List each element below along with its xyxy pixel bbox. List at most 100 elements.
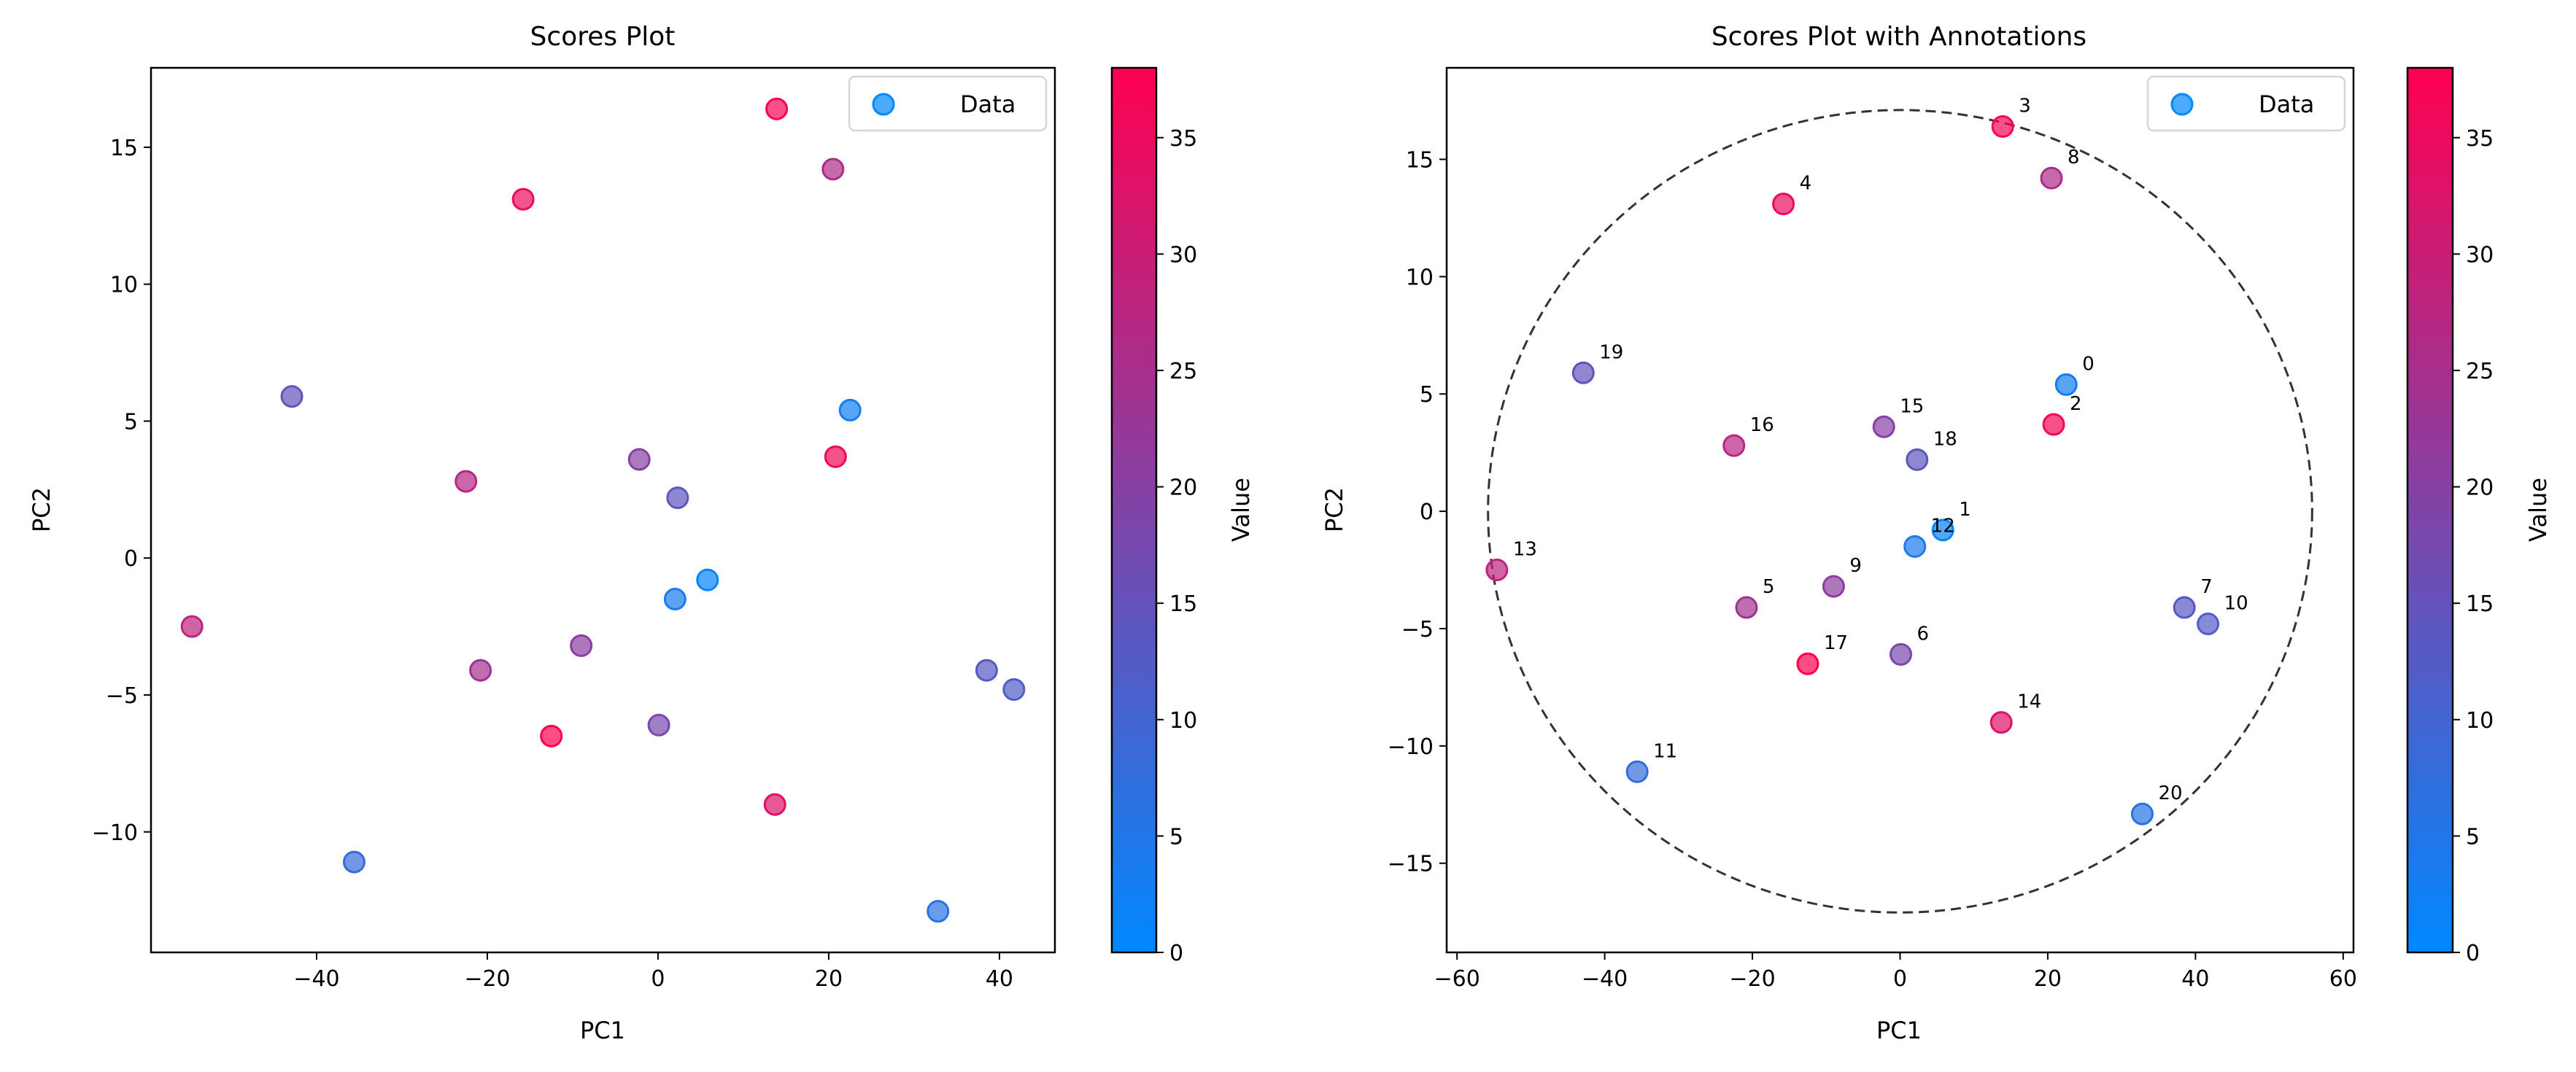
colorbar-tick-label: 25 bbox=[2466, 359, 2494, 384]
data-point bbox=[1903, 535, 1927, 558]
point-annotation: 4 bbox=[1800, 173, 1812, 195]
y-tick-label: 10 bbox=[1406, 265, 1434, 290]
colorbar-tick-label: 5 bbox=[2466, 824, 2480, 850]
y-axis-label: PC2 bbox=[28, 487, 55, 532]
data-point bbox=[540, 724, 563, 747]
point-annotation: 9 bbox=[1849, 555, 1862, 577]
legend-label: Data bbox=[2259, 90, 2314, 118]
data-point bbox=[763, 793, 786, 816]
data-point bbox=[1625, 760, 1649, 783]
point-annotation: 13 bbox=[1513, 539, 1537, 561]
data-point bbox=[765, 97, 789, 120]
colorbar-label: Value bbox=[1227, 478, 1255, 542]
x-tick-label: −40 bbox=[1582, 966, 1628, 992]
data-point bbox=[180, 615, 204, 638]
x-tick-label: −20 bbox=[464, 966, 510, 992]
axes-frame bbox=[1445, 66, 2355, 954]
data-point bbox=[1571, 361, 1595, 384]
y-tick-label: −15 bbox=[1388, 852, 1434, 877]
y-tick-label: 15 bbox=[1406, 147, 1434, 173]
data-point bbox=[1735, 596, 1758, 619]
point-annotation: 5 bbox=[1763, 576, 1775, 598]
y-tick-label: 5 bbox=[1420, 382, 1434, 408]
confidence-ellipse bbox=[1487, 109, 2313, 914]
data-point bbox=[2197, 613, 2220, 636]
data-point bbox=[824, 445, 847, 468]
chart-title: Scores Plot with Annotations bbox=[1711, 22, 2086, 52]
y-tick-label: −10 bbox=[1388, 734, 1434, 760]
x-tick-label: 0 bbox=[651, 966, 665, 992]
colorbar-tick-label: 35 bbox=[1169, 126, 1197, 152]
y-tick-label: −5 bbox=[1401, 617, 1434, 642]
chart-title: Scores Plot bbox=[530, 22, 676, 52]
y-tick-label: 0 bbox=[124, 546, 138, 572]
x-tick-label: −20 bbox=[1729, 966, 1775, 992]
y-tick-label: −10 bbox=[92, 820, 138, 846]
y-tick-label: 0 bbox=[1420, 500, 1434, 525]
legend-label: Data bbox=[960, 90, 1016, 118]
point-annotation: 12 bbox=[1931, 515, 1955, 537]
data-point bbox=[1772, 193, 1795, 216]
point-annotation: 15 bbox=[1900, 395, 1924, 417]
data-point bbox=[1796, 652, 1819, 675]
colorbar-tick-label: 0 bbox=[2466, 941, 2480, 966]
colorbar-tick-label: 20 bbox=[1169, 475, 1197, 501]
point-annotation: 6 bbox=[1917, 623, 1930, 645]
x-axis-label: PC1 bbox=[580, 1017, 625, 1044]
point-annotation: 20 bbox=[2159, 782, 2183, 804]
point-annotation: 19 bbox=[1599, 341, 1623, 363]
point-annotation: 11 bbox=[1653, 740, 1677, 762]
legend-marker bbox=[872, 93, 895, 116]
x-axis-label: PC1 bbox=[1876, 1017, 1922, 1044]
data-point bbox=[1991, 114, 2014, 138]
data-point bbox=[342, 850, 365, 874]
point-annotation: 17 bbox=[1824, 632, 1848, 654]
data-point bbox=[1872, 415, 1895, 438]
data-point bbox=[2173, 596, 2196, 619]
y-tick-label: 15 bbox=[110, 136, 138, 161]
data-point bbox=[1485, 559, 1509, 582]
point-annotation: 0 bbox=[2082, 353, 2095, 375]
point-annotation: 1 bbox=[1959, 499, 1971, 521]
data-point bbox=[1931, 518, 1954, 542]
colorbar-tick-label: 30 bbox=[2466, 242, 2494, 268]
colorbar bbox=[1110, 66, 1158, 954]
data-point bbox=[975, 659, 998, 682]
x-tick-label: −40 bbox=[293, 966, 339, 992]
data-point bbox=[821, 158, 845, 181]
point-annotation: 18 bbox=[1933, 428, 1957, 450]
data-point bbox=[511, 187, 535, 211]
data-point bbox=[647, 713, 670, 737]
data-point bbox=[455, 470, 478, 493]
colorbar-tick-label: 30 bbox=[1169, 242, 1197, 268]
x-tick-label: 40 bbox=[2181, 966, 2209, 992]
x-tick-label: 0 bbox=[1893, 966, 1907, 992]
legend: Data bbox=[848, 75, 1048, 132]
point-annotation: 8 bbox=[2068, 147, 2080, 168]
point-annotation: 10 bbox=[2224, 593, 2248, 615]
colorbar-tick-label: 0 bbox=[1169, 941, 1183, 966]
point-annotation: 16 bbox=[1750, 414, 1774, 436]
data-point bbox=[469, 659, 492, 682]
x-tick-label: 20 bbox=[815, 966, 843, 992]
scores-plot-annotated-panel: Scores Plot with Annotations PC1 PC2 Val… bbox=[1320, 22, 2552, 1044]
legend: Data bbox=[2146, 75, 2346, 132]
data-point bbox=[1906, 448, 1929, 471]
y-axis-label: PC2 bbox=[1320, 487, 1348, 532]
x-tick-label: 60 bbox=[2329, 966, 2357, 992]
legend-marker bbox=[2170, 93, 2194, 116]
data-point bbox=[1822, 575, 1845, 598]
colorbar-label: Value bbox=[2524, 478, 2552, 542]
y-tick-label: 10 bbox=[110, 273, 138, 298]
point-annotation: 3 bbox=[2019, 95, 2031, 117]
y-tick-label: 5 bbox=[124, 409, 138, 435]
y-tick-label: −5 bbox=[106, 683, 138, 709]
colorbar-tick-label: 10 bbox=[2466, 708, 2494, 734]
colorbar-tick-label: 5 bbox=[1169, 824, 1183, 850]
colorbar-tick-label: 10 bbox=[1169, 708, 1197, 734]
point-annotation: 7 bbox=[2200, 576, 2213, 598]
legend-box bbox=[2146, 75, 2346, 132]
x-tick-label: −60 bbox=[1434, 966, 1480, 992]
x-tick-label: 20 bbox=[2034, 966, 2062, 992]
